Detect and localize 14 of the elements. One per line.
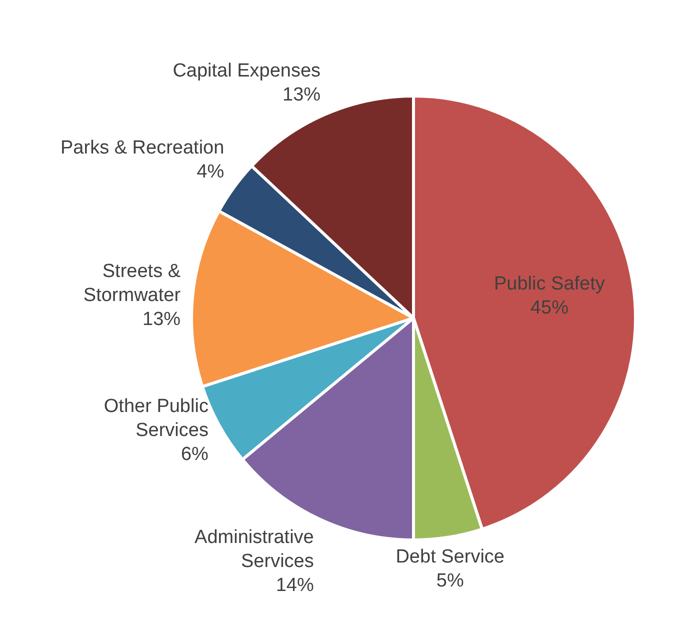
slice-label: Parks & Recreation: [60, 138, 224, 159]
slice-label: Streets & Stormwater: [83, 261, 182, 306]
slice-label: Debt Service: [396, 546, 504, 568]
slice-label: Public Safety: [494, 274, 606, 295]
data-label: 6%: [180, 444, 209, 465]
slice-label: Capital Expenses: [172, 60, 321, 82]
data-label: 45%: [530, 298, 569, 319]
slice-label: Other Public Services: [104, 396, 208, 441]
data-label: 14%: [276, 574, 314, 596]
data-label: 5%: [436, 570, 464, 592]
data-label: 4%: [196, 162, 224, 183]
slice-label: Administrative Services: [194, 526, 314, 572]
data-label: 13%: [282, 84, 321, 106]
data-label: 13%: [142, 309, 181, 330]
